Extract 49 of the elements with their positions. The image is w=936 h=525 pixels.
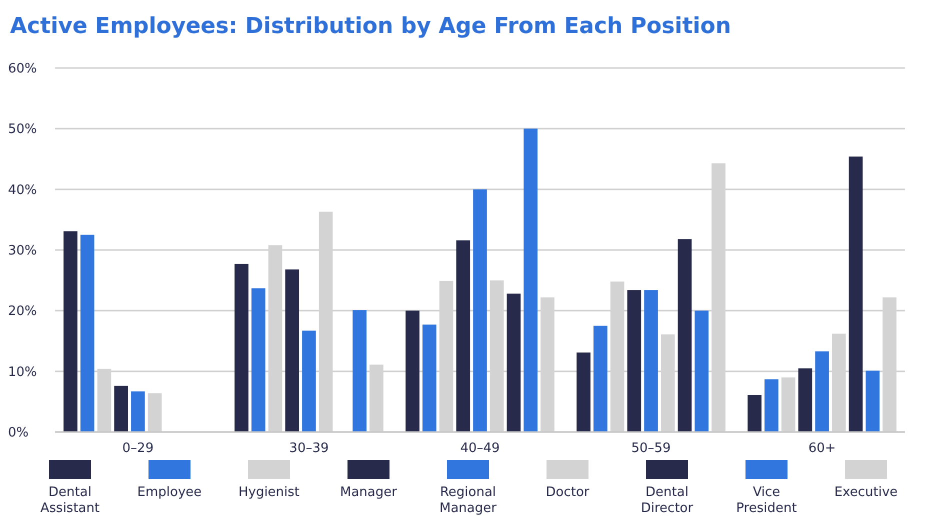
bar	[473, 189, 487, 432]
y-tick-label: 30%	[8, 244, 37, 259]
bar	[406, 310, 420, 432]
legend-label: Doctor	[546, 485, 590, 500]
legend-label: Dental Director	[640, 485, 694, 516]
bar	[80, 234, 94, 432]
x-tick-label: 60+	[808, 441, 836, 456]
bar	[422, 324, 436, 432]
bar	[524, 128, 538, 432]
bar	[352, 310, 366, 432]
legend-label: Executive	[834, 485, 898, 500]
bar	[644, 290, 658, 432]
y-tick-label: 60%	[8, 62, 37, 77]
bar	[131, 391, 145, 432]
bar	[748, 394, 762, 432]
x-tick-label: 50–59	[631, 441, 671, 456]
legend-label: Dental Assistant	[40, 485, 100, 516]
legend-label: Employee	[137, 485, 202, 500]
bar	[64, 231, 78, 432]
bar	[506, 294, 521, 432]
x-tick-label: 40–49	[460, 441, 500, 456]
legend-label: Manager	[340, 485, 398, 500]
y-tick-label: 40%	[8, 182, 37, 198]
bar	[285, 269, 300, 432]
bar	[576, 352, 590, 432]
bar	[678, 239, 692, 432]
chart-title: Active Employees: Distribution by Age From Each Position	[10, 14, 732, 39]
bar	[694, 310, 709, 432]
legend-label: Regional Manager	[440, 485, 498, 516]
bar	[456, 240, 470, 432]
legend-label: Hygienist	[238, 485, 300, 500]
bar	[594, 326, 608, 432]
bar	[302, 330, 316, 432]
bar	[234, 264, 248, 432]
bar	[627, 290, 642, 432]
x-tick-label: 30–39	[289, 441, 329, 456]
legend-label: Vice President	[736, 485, 797, 516]
bar	[815, 351, 829, 432]
x-tick-label: 0–29	[122, 441, 154, 456]
bar	[114, 386, 128, 432]
y-tick-label: 20%	[8, 304, 37, 320]
y-tick-label: 10%	[8, 364, 37, 380]
bar	[798, 368, 812, 432]
bar	[764, 379, 778, 432]
y-tick-label: 50%	[8, 122, 37, 138]
bar	[866, 370, 880, 432]
bar	[251, 288, 266, 432]
y-tick-label: 0%	[8, 426, 29, 441]
bar	[848, 156, 863, 432]
